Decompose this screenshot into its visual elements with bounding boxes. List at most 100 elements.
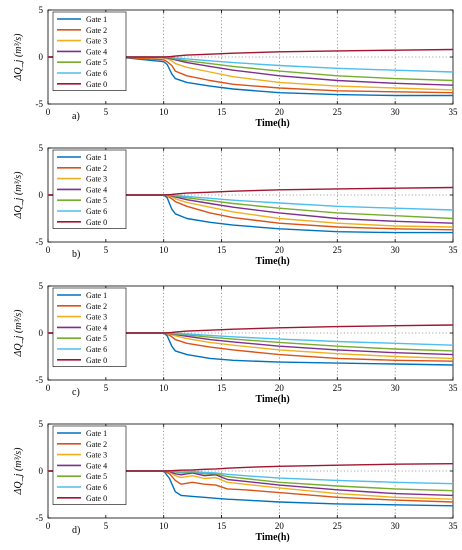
x-tick-label: 25 [333,383,343,393]
legend-entry: Gate 5 [86,196,107,205]
series-line-gate-0 [48,48,454,58]
panel-label: c) [72,387,80,398]
y-tick-label: 5 [39,5,44,15]
x-tick-label: 30 [391,521,401,531]
y-tick-label: 0 [39,466,44,476]
x-tick-label: 5 [104,245,109,255]
legend-entry: Gate 3 [86,313,107,322]
x-tick-label: 0 [46,521,51,531]
legend-entry: Gate 1 [86,153,107,162]
y-tick-label: 0 [39,52,44,62]
legend-entry: Gate 5 [86,472,107,481]
x-tick-label: 15 [217,383,227,393]
x-tick-label: 20 [275,521,285,531]
x-tick-label: 5 [104,383,109,393]
legend-entry: Gate 4 [86,185,107,194]
y-tick-label: 0 [39,190,44,200]
x-tick-label: 10 [159,383,169,393]
legend-entry: Gate 3 [86,175,107,184]
legend-entry: Gate 2 [86,440,107,449]
x-tick-label: 20 [275,383,285,393]
x-axis-label: Time(h) [256,256,290,267]
x-tick-label: 15 [217,521,227,531]
legend-entry: Gate 4 [86,47,107,56]
panel-label: b) [72,249,80,260]
x-tick-label: 30 [391,383,401,393]
legend-entry: Gate 1 [86,291,107,300]
y-axis-label: ΔQ_j (m³/s) [13,447,24,496]
panel-label: d) [72,525,80,536]
y-tick-label: -5 [36,375,44,385]
x-axis-label: Time(h) [256,118,290,129]
y-tick-label: 0 [39,328,44,338]
x-tick-label: 10 [159,107,169,117]
legend-entry: Gate 2 [86,164,107,173]
legend-entry: Gate 6 [86,483,107,492]
x-tick-label: 10 [159,245,169,255]
legend-entry: Gate 0 [86,356,107,365]
series-line-gate-1 [48,56,453,97]
x-tick-label: 35 [449,383,459,393]
legend-entry: Gate 0 [86,218,107,227]
legend-box [52,11,127,91]
y-tick-label: 5 [39,143,44,153]
x-tick-label: 15 [217,245,227,255]
legend-entry: Gate 3 [86,37,107,46]
x-tick-label: 5 [104,107,109,117]
legend-entry: Gate 6 [86,345,107,354]
x-tick-label: 0 [46,107,51,117]
legend-entry: Gate 4 [86,461,107,470]
y-axis-label: ΔQ_j (m³/s) [13,309,24,358]
legend-entry: Gate 1 [86,15,107,24]
x-tick-label: 0 [46,245,51,255]
legend-entry: Gate 1 [86,429,107,438]
y-axis-label: ΔQ_j (m³/s) [13,171,24,220]
legend-entry: Gate 6 [86,69,107,78]
series-line-gate-1 [48,470,454,507]
legend-entry: Gate 3 [86,451,107,460]
x-axis-label: Time(h) [256,532,290,543]
legend-entry: Gate 5 [86,334,107,343]
x-tick-label: 5 [104,521,109,531]
x-tick-label: 25 [333,521,343,531]
x-axis-label: Time(h) [256,394,290,405]
y-tick-label: -5 [36,513,44,523]
y-axis-label: ΔQ_j (m³/s) [13,33,24,82]
x-tick-label: 30 [391,107,401,117]
series-line-gate-0 [48,463,454,472]
y-tick-label: -5 [36,237,44,247]
y-tick-label: -5 [36,99,44,109]
legend-entry: Gate 0 [86,80,107,89]
x-tick-label: 20 [275,245,285,255]
series-line-gate-2 [48,56,454,94]
x-tick-label: 35 [449,245,459,255]
legend-entry: Gate 0 [86,494,107,503]
x-tick-label: 25 [333,107,343,117]
x-tick-label: 0 [46,383,51,393]
legend-entry: Gate 6 [86,207,107,216]
x-tick-label: 30 [391,245,401,255]
series-line-gate-0 [48,324,454,334]
x-tick-label: 35 [449,107,459,117]
x-tick-label: 25 [333,245,343,255]
y-tick-label: 5 [39,419,44,429]
legend-entry: Gate 4 [86,323,107,332]
y-tick-label: 5 [39,281,44,291]
x-tick-label: 10 [159,521,169,531]
panel-label: a) [72,111,80,122]
legend-entry: Gate 2 [86,302,107,311]
series-line-gate-0 [48,186,454,196]
x-tick-label: 15 [217,107,227,117]
x-tick-label: 20 [275,107,285,117]
legend-entry: Gate 5 [86,58,107,67]
legend-entry: Gate 2 [86,26,107,35]
x-tick-label: 35 [449,521,459,531]
